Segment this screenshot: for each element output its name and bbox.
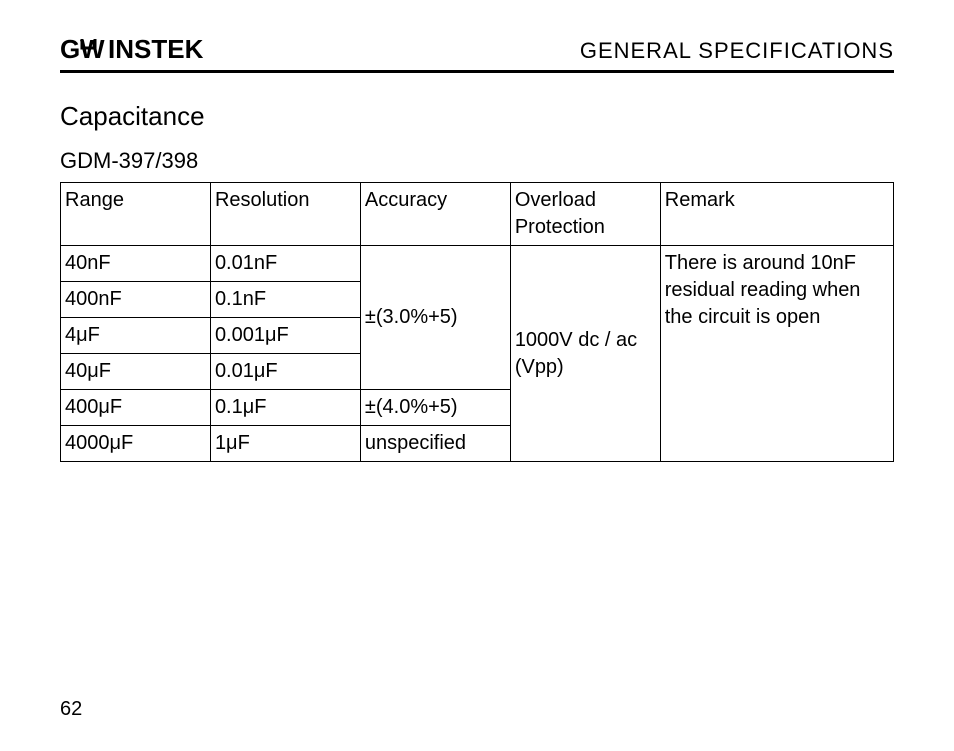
cell-range: 40nF [61,246,211,282]
col-header-remark: Remark [660,183,893,246]
col-header-overload: Overload Protection [510,183,660,246]
page-header: G W INSTEK GENERAL SPECIFICATIONS [60,36,894,73]
spec-table: Range Resolution Accuracy Overload Prote… [60,182,894,462]
cell-accuracy: ±(4.0%+5) [360,390,510,426]
cell-range: 400nF [61,282,211,318]
cell-resolution: 0.1μF [210,390,360,426]
cell-overload-merged: 1000V dc / ac (Vpp) [510,246,660,462]
cell-accuracy: unspecified [360,426,510,462]
cell-resolution: 0.1nF [210,282,360,318]
cell-range: 40μF [61,354,211,390]
cell-resolution: 0.01μF [210,354,360,390]
page-title: Capacitance [60,101,894,132]
svg-text:W: W [80,36,105,64]
cell-resolution: 0.01nF [210,246,360,282]
cell-accuracy-merged: ±(3.0%+5) [360,246,510,390]
cell-range: 4μF [61,318,211,354]
cell-range: 4000μF [61,426,211,462]
col-header-resolution: Resolution [210,183,360,246]
cell-remark-merged: There is around 10nF residual reading wh… [660,246,893,462]
section-name: GENERAL SPECIFICATIONS [580,38,894,64]
col-header-range: Range [61,183,211,246]
cell-range: 400μF [61,390,211,426]
col-header-accuracy: Accuracy [360,183,510,246]
cell-resolution: 1μF [210,426,360,462]
table-header-row: Range Resolution Accuracy Overload Prote… [61,183,894,246]
table-row: 40nF 0.01nF ±(3.0%+5) 1000V dc / ac (Vpp… [61,246,894,282]
brand-logo: G W INSTEK [60,36,235,64]
page-number: 62 [60,698,82,721]
page-subtitle: GDM-397/398 [60,148,894,174]
svg-text:INSTEK: INSTEK [108,36,204,64]
cell-resolution: 0.001μF [210,318,360,354]
svg-text:G: G [60,36,79,64]
gwinstek-logo-icon: G W INSTEK [60,36,235,64]
